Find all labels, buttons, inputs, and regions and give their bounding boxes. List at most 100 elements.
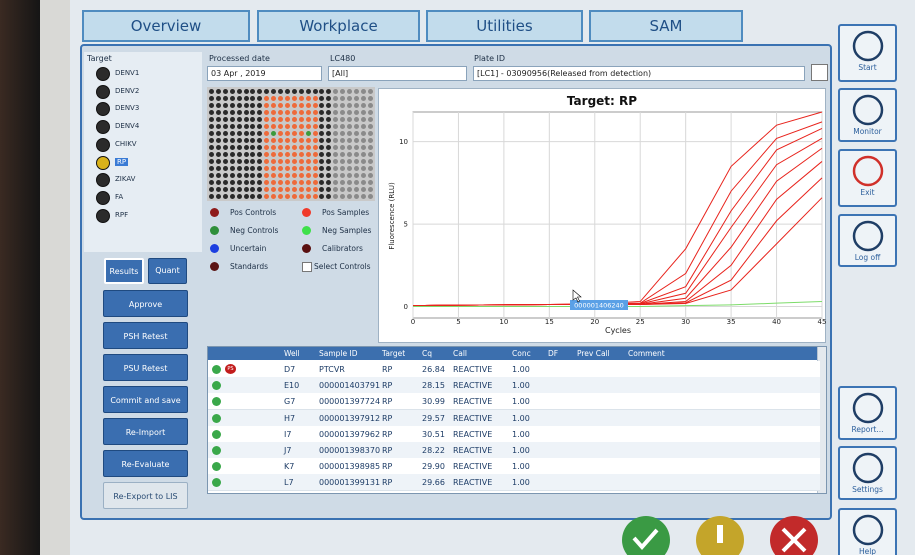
plate-well <box>236 187 242 192</box>
target-item[interactable]: CHIKV <box>115 139 137 148</box>
legend-label: Calibrators <box>322 244 363 253</box>
target-item[interactable]: RPF <box>115 210 129 219</box>
target-dot[interactable] <box>96 190 110 205</box>
plate-well <box>326 166 332 171</box>
plate-well <box>319 145 325 150</box>
target-dot[interactable] <box>96 102 110 117</box>
legend-label: Pos Controls <box>230 208 277 217</box>
side-button[interactable]: Monitor <box>838 88 897 142</box>
plate-well <box>340 152 346 157</box>
column-header: Call <box>453 349 468 358</box>
table-cell: RP <box>382 429 393 439</box>
target-label: Target <box>87 54 112 63</box>
action-button[interactable]: Re-Import <box>103 418 188 445</box>
plate-well <box>250 166 256 171</box>
tab[interactable]: Workplace <box>257 10 420 42</box>
plate-well <box>278 96 283 101</box>
plate-well <box>312 89 318 94</box>
target-dot[interactable] <box>96 208 110 223</box>
plate-well <box>278 159 283 164</box>
plate-well <box>291 117 297 122</box>
results-button[interactable]: Results <box>104 258 144 284</box>
plate-well <box>298 96 304 101</box>
legend-swatch <box>302 244 311 253</box>
target-item[interactable]: RP <box>115 157 129 166</box>
target-item[interactable]: DENV4 <box>115 122 140 131</box>
plate-well <box>347 138 352 143</box>
plate-well <box>333 103 339 108</box>
plate-well <box>305 131 311 136</box>
target-dot[interactable] <box>96 84 110 99</box>
plate-well <box>243 145 249 150</box>
tab[interactable]: Overview <box>82 10 250 42</box>
plate-well <box>236 159 242 164</box>
bezel <box>0 0 40 555</box>
action-button[interactable]: Commit and save <box>103 386 188 413</box>
table-cell: 28.15 <box>422 381 445 391</box>
tab[interactable]: Utilities <box>426 10 583 42</box>
plate-well <box>326 173 332 178</box>
legend-label: Standards <box>230 262 269 271</box>
plate-well <box>243 138 249 143</box>
plate-well <box>367 159 373 164</box>
plate-well <box>278 173 283 178</box>
plate-well <box>229 180 235 185</box>
target-dot[interactable] <box>96 173 110 188</box>
column-header: Conc <box>512 349 531 358</box>
target-dot[interactable] <box>96 120 110 135</box>
action-button[interactable]: PSH Retest <box>103 322 188 349</box>
target-item[interactable]: DENV2 <box>115 86 140 95</box>
icon-shape <box>852 452 883 484</box>
side-button[interactable]: Report... <box>838 386 897 440</box>
plate-well <box>222 194 228 199</box>
action-button[interactable]: Re-Evaluate <box>103 450 188 477</box>
quant-button[interactable]: Quant <box>148 258 187 284</box>
target-item[interactable]: DENV1 <box>115 69 140 77</box>
expand-button[interactable] <box>811 64 828 81</box>
target-dot[interactable] <box>96 155 110 170</box>
table-row[interactable] <box>208 474 820 492</box>
target-dot[interactable] <box>96 67 110 81</box>
action-button[interactable]: Approve <box>103 290 188 317</box>
target-dot[interactable] <box>96 137 110 152</box>
plate-well <box>243 166 249 171</box>
plate-well <box>305 89 311 94</box>
plate-well <box>271 159 277 164</box>
plate-well <box>257 180 263 185</box>
side-button[interactable]: Start <box>838 24 897 82</box>
plate-well <box>312 103 318 108</box>
side-button[interactable]: Help <box>838 508 897 555</box>
plate-well <box>367 103 373 108</box>
date-picker[interactable]: 03 Apr , 2019 <box>207 66 322 81</box>
plate-well <box>278 124 283 129</box>
plate-well <box>298 131 304 136</box>
action-button[interactable]: Re-Export to LIS <box>103 482 188 509</box>
plate-well <box>243 124 249 129</box>
lc480-select[interactable]: [All] <box>328 66 467 81</box>
table-cell: RP <box>382 413 393 423</box>
plate-well <box>353 89 359 94</box>
plate-well <box>284 124 290 129</box>
side-button[interactable]: Settings <box>838 446 897 500</box>
legend-label: Uncertain <box>230 244 267 253</box>
target-item[interactable]: ZIKAV <box>115 175 136 184</box>
plate-well <box>319 173 325 178</box>
select-controls-checkbox[interactable] <box>302 262 312 272</box>
plate-well <box>222 96 228 101</box>
plate-well <box>291 124 297 129</box>
plate-well <box>353 110 359 115</box>
table-cell: REACTIVE <box>453 365 493 374</box>
table-cell: 30.99 <box>422 397 445 407</box>
plate-well <box>353 173 359 178</box>
plate-well <box>264 117 270 122</box>
action-button[interactable]: PSU Retest <box>103 354 188 381</box>
target-item[interactable]: DENV3 <box>115 104 140 113</box>
side-button[interactable]: Log off <box>838 214 897 267</box>
plate-well <box>236 89 242 94</box>
target-item[interactable]: FA <box>115 192 124 201</box>
plate-select[interactable]: [LC1] - 03090956(Released from detection… <box>473 66 805 81</box>
side-button[interactable]: Exit <box>838 149 897 207</box>
plate-well <box>271 187 277 192</box>
plate-well <box>229 103 235 108</box>
tab[interactable]: SAM <box>589 10 743 42</box>
